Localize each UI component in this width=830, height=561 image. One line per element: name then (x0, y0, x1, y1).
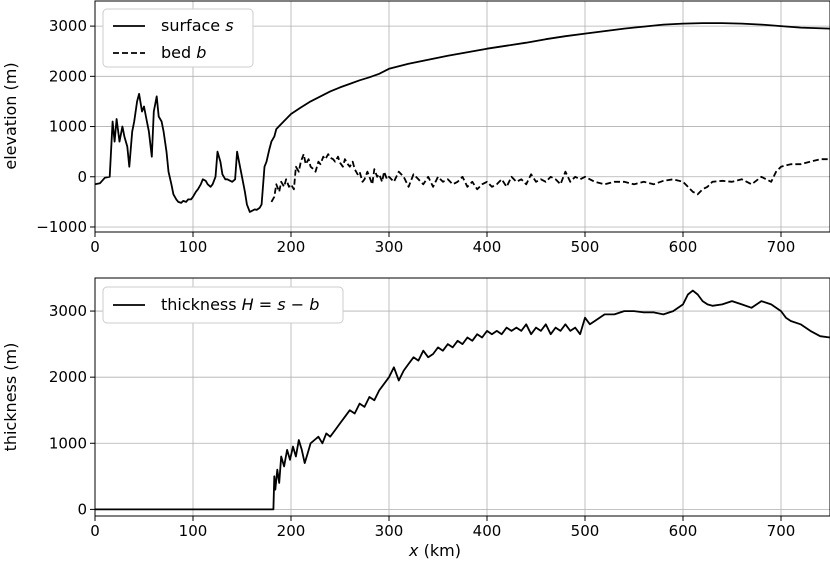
y-tick-label: −1000 (36, 218, 87, 236)
thickness-ylabel: thickness (m) (1, 343, 20, 452)
legend-label-thickness: thickness H = s − b (161, 295, 319, 314)
x-tick-label: 200 (277, 238, 306, 256)
x-tick-label: 0 (90, 238, 100, 256)
series-line-bed (270, 153, 830, 203)
x-tick-label: 100 (179, 238, 208, 256)
x-tick-label: 100 (179, 522, 208, 540)
x-tick-label: 300 (375, 238, 404, 256)
x-tick-label: 200 (277, 522, 306, 540)
x-tick-label: 500 (571, 522, 600, 540)
series-line-thickness (95, 289, 830, 511)
y-tick-label: 1000 (49, 434, 87, 452)
thickness-axes-frame (94, 277, 830, 517)
y-tick-label: 2000 (49, 67, 87, 85)
elevation-ylabel: elevation (m) (1, 62, 20, 169)
y-tick-label: 1000 (49, 118, 87, 136)
thickness-panel: 0 100 200 300 400 500 600 700 0 1000 2000 3000 thic… (1, 277, 830, 560)
x-tick-label: 300 (375, 522, 404, 540)
series-line-surface (94, 22, 830, 213)
thickness-legend: thickness H = s − b (102, 286, 344, 324)
x-tick-label: 400 (473, 522, 502, 540)
thickness-series (95, 289, 830, 511)
y-tick-label: 3000 (49, 17, 87, 35)
x-tick-label: 0 (90, 522, 100, 540)
x-axis-label: x (km) (408, 541, 461, 560)
x-tick-label: 700 (767, 522, 796, 540)
thickness-legend-box (102, 286, 344, 324)
y-tick-label: 3000 (49, 302, 87, 320)
legend-label-surface: surface s (161, 16, 234, 35)
x-tick-label: 400 (473, 238, 502, 256)
y-tick-label: 2000 (49, 368, 87, 386)
x-tick-label: 500 (571, 238, 600, 256)
x-tick-label: 600 (669, 522, 698, 540)
y-tick-label: 0 (77, 168, 87, 186)
elevation-panel: 0 100 200 300 400 500 600 700−10000100020003000… (1, 0, 830, 256)
thickness-ticks: 0 100 200 300 400 500 600 700 0 1000 2000 3000 (49, 302, 796, 540)
elevation-grid (94, 1, 830, 232)
elevation-axes-frame (94, 0, 830, 233)
x-tick-label: 600 (669, 238, 698, 256)
elevation-legend: surface s bed b (102, 8, 254, 68)
elevation-series (94, 22, 830, 213)
x-tick-label: 700 (767, 238, 796, 256)
y-tick-label: 0 (77, 500, 87, 518)
legend-label-bed: bed b (161, 43, 206, 62)
